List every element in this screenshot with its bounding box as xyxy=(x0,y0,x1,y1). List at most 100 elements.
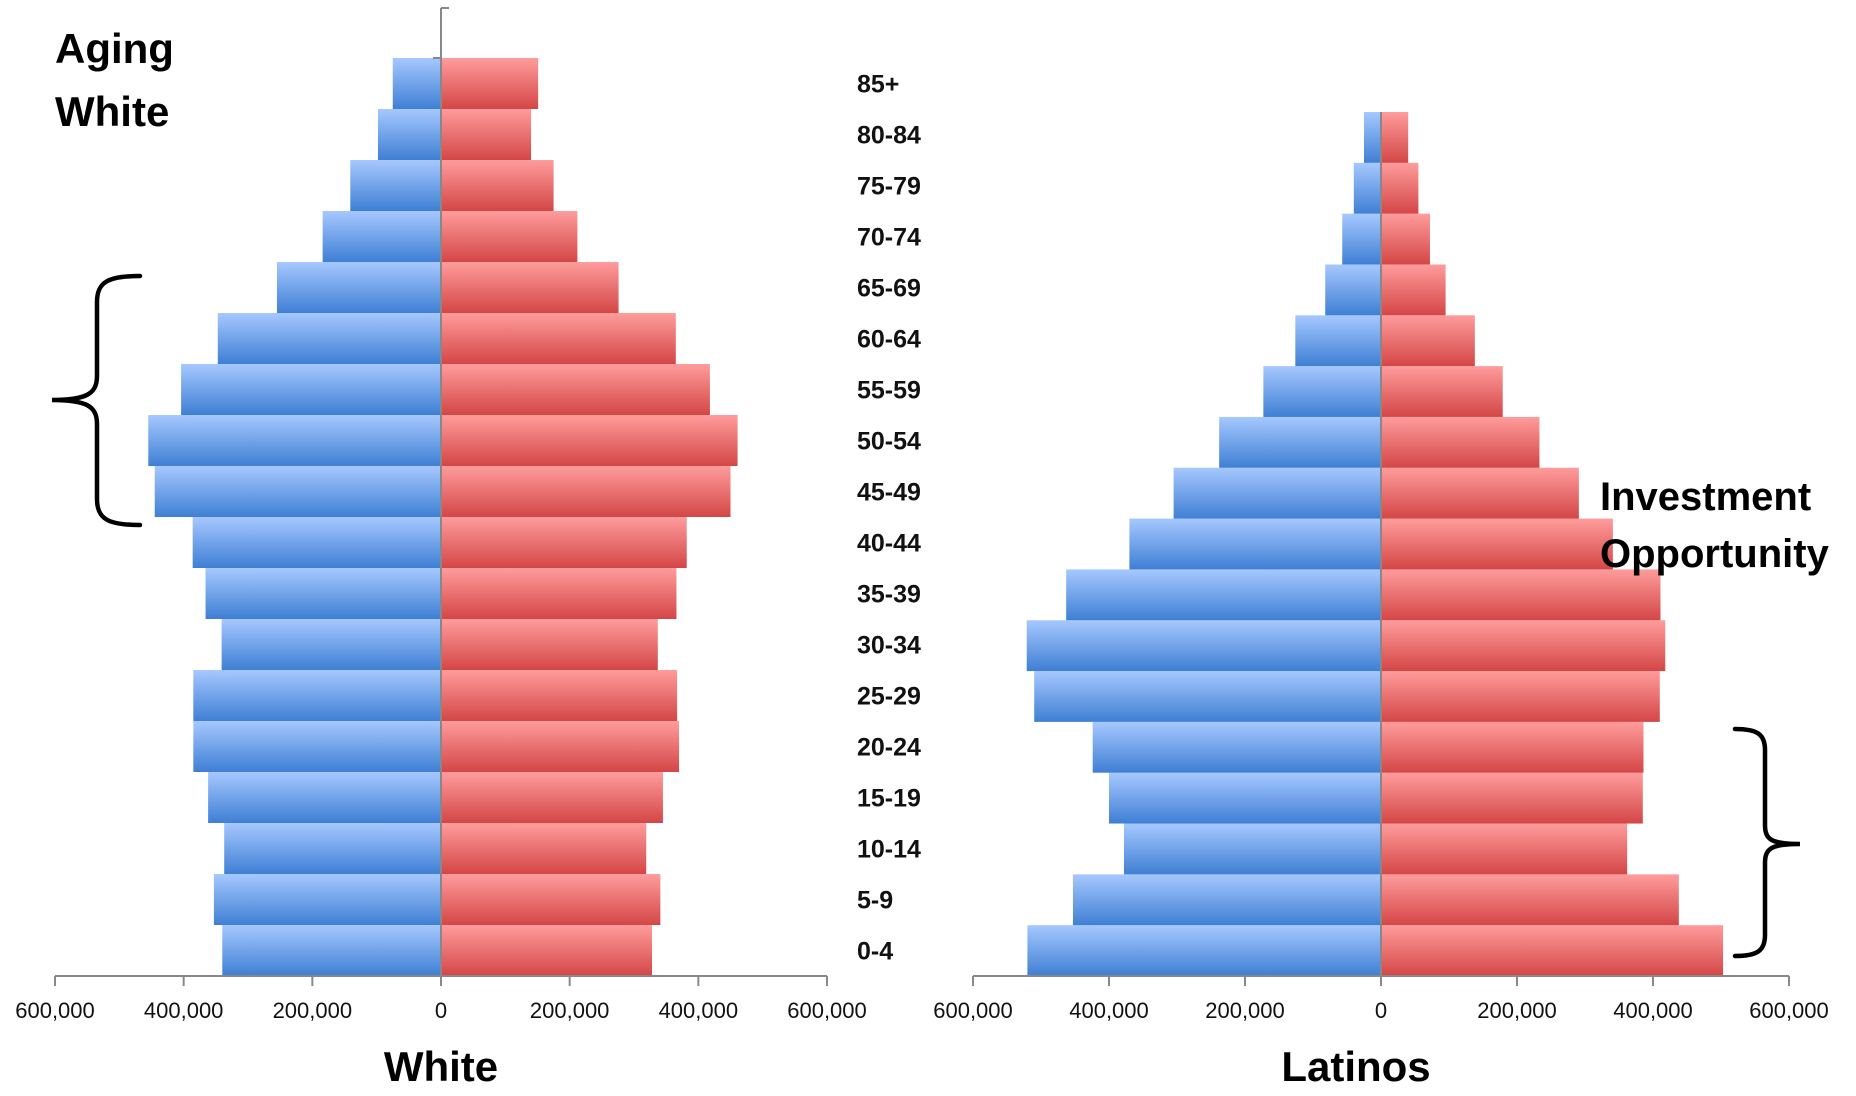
age-label-30-34: 30-34 xyxy=(857,632,921,660)
x-tick-label: 200,000 xyxy=(530,998,610,1023)
x-tick-label: 0 xyxy=(435,998,447,1023)
bar-left-45-49 xyxy=(154,466,441,517)
bar-left-50-54 xyxy=(1219,416,1381,468)
white-pyramid: 600,000 400,000 200,000 0 200,000 400,000 600,… xyxy=(15,7,867,1090)
latino-pyramid: 600,000 400,000 200,000 0 200,000 400,000 600,… xyxy=(933,112,1829,1090)
bar-right-10-14 xyxy=(1381,823,1628,875)
bar-right-55-59 xyxy=(441,364,710,415)
age-label-20-24: 20-24 xyxy=(857,734,921,762)
bar-right-35-39 xyxy=(1381,569,1661,621)
bar-left-70-74 xyxy=(1342,213,1381,265)
age-label-60-64: 60-64 xyxy=(857,326,921,354)
bar-right-45-49 xyxy=(441,466,731,517)
investment-brace-icon xyxy=(1732,726,1801,959)
bar-right-15-19 xyxy=(1381,772,1643,824)
bar-left-35-39 xyxy=(205,568,441,619)
bar-right-60-64 xyxy=(1381,315,1475,367)
bar-left-55-59 xyxy=(1263,366,1381,417)
investment-annotation-line1: Investment xyxy=(1600,475,1811,519)
bar-left-60-64 xyxy=(217,313,441,364)
bar-left-0-4 xyxy=(1027,925,1381,976)
bar-right-70-74 xyxy=(1381,213,1430,265)
bar-left-70-74 xyxy=(322,211,441,262)
bar-left-40-44 xyxy=(1129,518,1381,570)
bar-right-65-69 xyxy=(441,262,619,313)
x-tick-label: 400,000 xyxy=(144,998,224,1023)
bar-right-60-64 xyxy=(441,313,676,364)
age-label-25-29: 25-29 xyxy=(857,683,921,711)
bar-left-10-14 xyxy=(224,823,441,874)
bar-right-30-34 xyxy=(1381,620,1666,672)
bar-left-0-4 xyxy=(222,925,441,976)
investment-annotation-line2: Opportunity xyxy=(1600,532,1830,576)
bar-left-5-9 xyxy=(1072,874,1381,926)
bar-left-85+ xyxy=(392,58,441,109)
bar-left-65-69 xyxy=(276,262,441,313)
chart-title: White xyxy=(384,1043,498,1090)
bar-right-55-59 xyxy=(1381,366,1503,417)
bar-right-40-44 xyxy=(441,517,687,568)
age-label-85+: 85+ xyxy=(857,71,899,99)
bar-left-20-24 xyxy=(1092,721,1381,773)
bar-right-65-69 xyxy=(1381,264,1446,316)
bar-right-10-14 xyxy=(441,823,647,874)
age-label-55-59: 55-59 xyxy=(857,377,921,405)
bar-right-80-84 xyxy=(1381,112,1409,163)
bar-right-40-44 xyxy=(1381,518,1613,570)
bar-left-80-84 xyxy=(377,109,441,160)
bar-right-50-54 xyxy=(1381,416,1540,468)
bar-left-15-19 xyxy=(1109,772,1381,824)
age-label-65-69: 65-69 xyxy=(857,275,921,303)
x-tick-label: 200,000 xyxy=(1205,998,1285,1023)
bar-right-35-39 xyxy=(441,568,677,619)
x-tick-label: 400,000 xyxy=(1069,998,1149,1023)
age-label-80-84: 80-84 xyxy=(857,122,921,150)
bar-right-45-49 xyxy=(1381,467,1579,519)
bar-right-85+ xyxy=(441,58,539,109)
bar-left-75-79 xyxy=(350,160,441,211)
x-tick-label: 600,000 xyxy=(933,998,1013,1023)
bar-left-25-29 xyxy=(1034,671,1381,722)
bar-right-0-4 xyxy=(1381,925,1724,976)
bar-left-25-29 xyxy=(193,670,441,721)
bar-left-65-69 xyxy=(1325,264,1381,316)
age-label-0-4: 0-4 xyxy=(857,938,893,966)
age-label-35-39: 35-39 xyxy=(857,581,921,609)
bar-right-25-29 xyxy=(1381,671,1660,722)
age-label-40-44: 40-44 xyxy=(857,530,921,558)
bar-right-5-9 xyxy=(1381,874,1679,926)
bar-left-10-14 xyxy=(1123,823,1381,875)
bar-left-30-34 xyxy=(1026,620,1381,672)
age-label-10-14: 10-14 xyxy=(857,836,921,864)
x-tick-label: 600,000 xyxy=(15,998,95,1023)
x-tick-label: 600,000 xyxy=(1749,998,1829,1023)
bar-right-5-9 xyxy=(441,874,661,925)
aging-annotation-line2: White xyxy=(55,88,169,135)
age-label-5-9: 5-9 xyxy=(857,887,893,915)
x-tick-label: 200,000 xyxy=(1477,998,1557,1023)
bar-left-60-64 xyxy=(1295,315,1381,367)
bar-right-75-79 xyxy=(441,160,554,211)
x-tick-label: 400,000 xyxy=(659,998,739,1023)
bar-left-80-84 xyxy=(1364,112,1381,163)
bar-right-20-24 xyxy=(441,721,680,772)
bar-left-55-59 xyxy=(181,364,442,415)
x-tick-label: 600,000 xyxy=(787,998,867,1023)
bar-left-40-44 xyxy=(192,517,441,568)
bar-left-75-79 xyxy=(1353,162,1381,214)
age-label-70-74: 70-74 xyxy=(857,224,921,252)
x-tick-label: 400,000 xyxy=(1613,998,1693,1023)
bar-right-0-4 xyxy=(441,925,653,976)
bar-right-20-24 xyxy=(1381,721,1644,773)
bar-left-5-9 xyxy=(213,874,441,925)
bar-right-80-84 xyxy=(441,109,532,160)
bar-left-15-19 xyxy=(208,772,441,823)
age-group-labels: 0-4 5-9 10-14 15-19 20-24 25-29 30-34 35-39 40-4… xyxy=(857,71,921,966)
bar-left-20-24 xyxy=(193,721,441,772)
bar-right-70-74 xyxy=(441,211,578,262)
x-tick-label: 200,000 xyxy=(273,998,353,1023)
aging-brace-icon xyxy=(51,273,143,528)
bar-right-30-34 xyxy=(441,619,658,670)
bar-right-75-79 xyxy=(1381,162,1419,214)
aging-annotation-line1: Aging xyxy=(55,25,174,72)
